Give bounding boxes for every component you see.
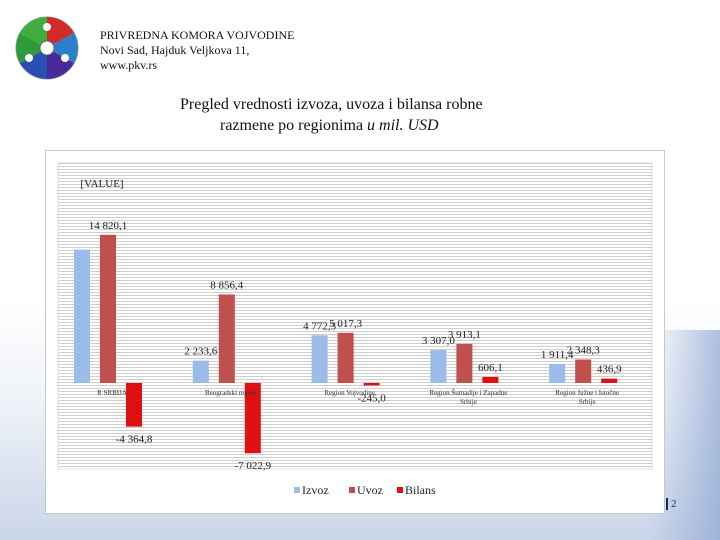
bar-uvoz-region-vojvodine <box>337 332 354 383</box>
page-number: 2 <box>666 498 677 510</box>
bar-bilans-region-vojvodine <box>363 383 380 386</box>
slide-title-line1: Pregled vrednosti izvoza, uvoza i bilans… <box>180 96 483 113</box>
category-label-region-vojvodine: Region Vojvodine <box>324 389 375 397</box>
bar-uvoz-beogradski-region <box>218 294 235 383</box>
bar-uvoz-r-srbija <box>100 234 116 383</box>
bar-izvoz-beogradski-region <box>192 360 209 383</box>
legend-swatch-uvoz <box>349 487 355 493</box>
legend-swatch-bilans <box>397 487 403 493</box>
category-label-r-srbija: R SRBIJA <box>97 389 127 397</box>
bar-chart: [VALUE] 14 820,1 -4 364,8 R SRBIJA 2 233,6 8 … <box>57 162 653 497</box>
chart-frame: [VALUE] 14 820,1 -4 364,8 R SRBIJA 2 233,6 8 … <box>45 150 665 514</box>
legend-swatch-izvoz <box>294 487 300 493</box>
data-label-uvoz-region-s-umadije-i-zapadne-srbije: 3 913,1 <box>448 329 481 341</box>
data-label-bilans-region-vojvodine: -245,0 <box>357 392 386 404</box>
data-label-bilans-beogradski-region: -7 022,9 <box>234 460 271 472</box>
data-label-izvoz-region-vojvodine: 4 772,3 <box>303 320 337 332</box>
category-label-beogradski-region: Beogradski region <box>205 389 257 397</box>
bar-uvoz-region-juz-ne-i-istoc-ne-srbije <box>575 359 592 383</box>
bar-izvoz-region-juz-ne-i-istoc-ne-srbije <box>549 363 566 383</box>
chamber-logo <box>15 16 79 80</box>
bar-uvoz-region-s-umadije-i-zapadne-srbije <box>456 343 473 383</box>
bar-izvoz-region-vojvodine <box>311 335 328 383</box>
bar-izvoz-region-s-umadije-i-zapadne-srbije <box>430 349 447 383</box>
org-address: Novi Sad, Hajduk Veljkova 11, <box>100 43 250 57</box>
data-label-izvoz-region-juz-ne-i-istoc-ne-srbije: 1 911,4 <box>541 349 574 361</box>
data-label-uvoz-region-juz-ne-i-istoc-ne-srbije: 2 348,3 <box>567 345 601 357</box>
labels-layer: [VALUE] 14 820,1 -4 364,8 R SRBIJA 2 233,6 8 … <box>80 178 622 472</box>
bar-bilans-beogradski-region <box>244 383 261 454</box>
bars-layer <box>74 234 618 454</box>
category-label-region-juz-ne-i-istoc-ne-srbije: Region Južne i Istočne Srbije <box>555 389 619 406</box>
org-website[interactable]: www.pkv.rs <box>100 58 158 72</box>
slide-title-line2: razmene po regionima u mil. USD <box>150 115 570 136</box>
bar-izvoz-r-srbija <box>74 249 90 383</box>
legend-label-izvoz: Izvoz <box>302 483 329 497</box>
data-label-bilans-region-s-umadije-i-zapadne-srbije: 606,1 <box>478 362 503 374</box>
legend-label-uvoz: Uvoz <box>357 483 383 497</box>
legend-label-bilans: Bilans <box>405 483 436 497</box>
bar-bilans-region-s-umadije-i-zapadne-srbije <box>482 376 499 383</box>
slide-title-line2-text: razmene po regionima <box>220 117 368 134</box>
bar-bilans-region-juz-ne-i-istoc-ne-srbije <box>601 378 618 383</box>
slide-title-unit: u mil. USD <box>367 117 439 134</box>
slide-title: Pregled vrednosti izvoza, uvoza i bilans… <box>150 94 570 136</box>
data-label-uvoz-beogradski-region: 8 856,4 <box>210 279 244 291</box>
data-label-bilans-region-juz-ne-i-istoc-ne-srbije: 436,9 <box>597 364 622 376</box>
data-label-uvoz-r-srbija: 14 820,1 <box>89 220 128 232</box>
legend: Izvoz Uvoz Bilans <box>294 483 436 497</box>
data-label-izvoz-r-srbija: [VALUE] <box>80 178 123 190</box>
data-label-uvoz-region-vojvodine: 5 017,3 <box>329 318 363 330</box>
header: PRIVREDNA KOMORA VOJVODINE Novi Sad, Haj… <box>100 28 294 73</box>
org-name: PRIVREDNA KOMORA VOJVODINE <box>100 28 295 42</box>
data-label-izvoz-region-s-umadije-i-zapadne-srbije: 3 307,0 <box>422 335 456 347</box>
bar-bilans-r-srbija <box>126 383 142 427</box>
plot-area <box>57 162 653 470</box>
data-label-izvoz-beogradski-region: 2 233,6 <box>184 346 218 358</box>
category-label-region-s-umadije-i-zapadne-srbije: Region Šumadije i Zapadne Srbije <box>429 389 507 406</box>
data-label-bilans-r-srbija: -4 364,8 <box>116 434 153 446</box>
